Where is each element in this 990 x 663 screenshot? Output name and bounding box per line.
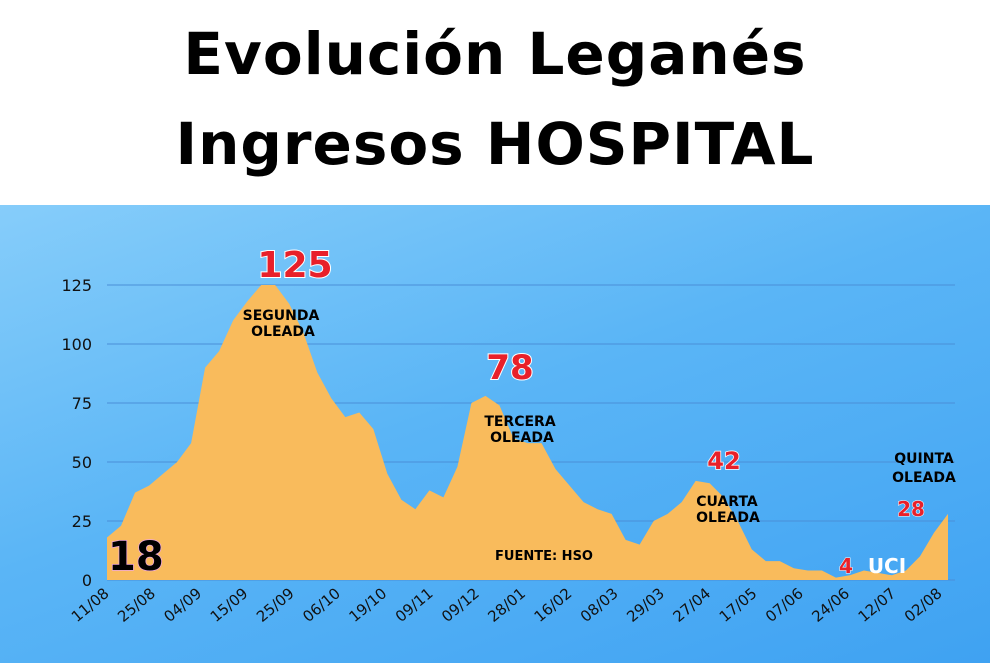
peak-segunda-label: 125 (257, 245, 332, 286)
header: Evolución Leganés Ingresos HOSPITAL (0, 0, 990, 205)
x-tick-label: 16/02 (531, 584, 576, 626)
x-tick-label: 25/09 (253, 584, 298, 626)
x-tick-label: 28/01 (484, 584, 529, 626)
peak-tercera-label: 78 (486, 348, 533, 388)
y-tick-label: 125 (61, 276, 92, 295)
y-tick-label: 100 (61, 335, 92, 354)
x-tick-label: 08/03 (577, 584, 622, 626)
x-tick-label: 09/12 (438, 584, 483, 626)
x-tick-label: 02/08 (901, 584, 946, 626)
chart-panel: 0 25 50 75 100 125 11/08 25/08 04/09 15/09 25/09 0… (0, 205, 990, 663)
y-axis: 0 25 50 75 100 125 (61, 276, 92, 590)
x-tick-label: 09/11 (392, 584, 437, 626)
x-axis: 11/08 25/08 04/09 15/09 25/09 06/10 19/10 09/11… (68, 584, 946, 626)
quinta-value-label: 28 (897, 497, 925, 521)
x-tick-label: 06/10 (299, 584, 344, 626)
x-tick-label: 04/09 (160, 584, 205, 626)
annotations: 18 125 SEGUNDA OLEADA 78 TERCERA OLEADA … (107, 244, 956, 581)
x-tick-label: 11/08 (68, 584, 113, 626)
segunda-label-line2: OLEADA (251, 324, 315, 340)
segunda-label-line1: SEGUNDA (243, 308, 320, 324)
x-tick-label: 12/07 (855, 584, 900, 626)
x-tick-label: 15/09 (207, 584, 252, 626)
x-tick-label: 19/10 (346, 584, 391, 626)
quinta-label-line2: OLEADA (892, 470, 956, 486)
peak-cuarta-label: 42 (707, 447, 740, 475)
x-tick-label: 29/03 (623, 584, 668, 626)
page-title-line-2: Ingresos HOSPITAL (175, 110, 815, 178)
area-series (107, 285, 948, 580)
page-title-line-1: Evolución Leganés (183, 20, 807, 88)
x-tick-label: 24/06 (808, 584, 853, 626)
x-tick-label: 07/06 (762, 584, 807, 626)
x-tick-label: 27/04 (669, 584, 714, 626)
area-layer (107, 285, 948, 580)
y-tick-label: 0 (82, 571, 92, 590)
y-tick-label: 50 (72, 453, 92, 472)
uci-value-label: 4 (839, 554, 853, 578)
x-tick-label: 25/08 (114, 584, 159, 626)
start-value-label: 18 (108, 534, 164, 580)
x-tick-label: 17/05 (716, 584, 761, 626)
source-label: FUENTE: HSO (495, 549, 593, 564)
cuarta-label-line1: CUARTA (696, 494, 758, 510)
tercera-label-line2: OLEADA (490, 430, 554, 446)
y-tick-label: 75 (72, 394, 92, 413)
cuarta-label-line2: OLEADA (696, 510, 760, 526)
y-tick-label: 25 (72, 512, 92, 531)
tercera-label-line1: TERCERA (484, 414, 556, 430)
uci-label: UCI (868, 554, 906, 578)
quinta-label-line1: QUINTA (894, 451, 954, 467)
